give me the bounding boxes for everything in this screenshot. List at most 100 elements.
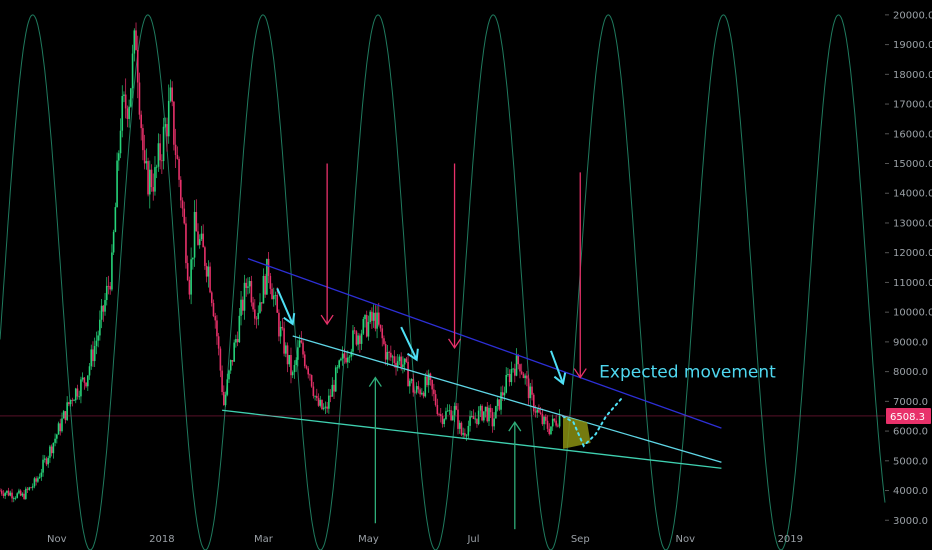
candle-down [532, 394, 535, 412]
candle-up [104, 300, 106, 312]
candle-down [176, 155, 179, 159]
cyan-arrow-shaft [400, 326, 418, 361]
y-tick-label: 12000.0 [893, 248, 932, 259]
candle-up [396, 361, 399, 368]
y-tick-label: 6000.0 [893, 427, 928, 438]
candle-down [455, 406, 458, 410]
candle-down [19, 490, 22, 496]
cyan-arrow-shaft [550, 350, 564, 384]
sine-cycle-line [0, 14, 886, 550]
candle-up [558, 415, 561, 427]
candle-up [42, 459, 44, 473]
candle-up [334, 367, 337, 392]
candle-down [204, 247, 206, 266]
candle-down [317, 398, 320, 406]
candle-down [140, 114, 142, 129]
y-tick-label: 15000.0 [893, 159, 932, 170]
candle-down [359, 335, 361, 344]
candle-down [174, 144, 177, 156]
y-tick-label: 9000.0 [893, 337, 928, 348]
candle-up [88, 366, 91, 376]
candle-down [150, 169, 153, 188]
x-tick-label: Nov [676, 534, 696, 545]
candle-down [210, 292, 213, 303]
candle-down [269, 275, 272, 289]
candle-up [408, 380, 411, 387]
candle-up [360, 333, 363, 344]
red-down-arrow [573, 172, 587, 379]
candle-down [85, 382, 87, 387]
candle-up [97, 335, 99, 341]
candle-down [181, 200, 184, 209]
candle-up [119, 130, 122, 154]
candle-up [248, 280, 251, 287]
candle-up [427, 373, 430, 386]
current-price-badge [886, 407, 931, 424]
candle-down [388, 352, 390, 353]
candle-down [143, 150, 146, 164]
cyan-arrow [276, 287, 296, 326]
candle-down [400, 356, 402, 368]
candle-up [507, 374, 509, 375]
candle-up [259, 302, 261, 313]
candle-up [6, 490, 8, 493]
candle-down [271, 288, 273, 300]
sine-cycle-overlay [0, 14, 886, 550]
candle-up [448, 410, 451, 412]
cyan-arrow-head [553, 372, 567, 386]
candle-down [252, 302, 254, 310]
candle-down [231, 360, 234, 362]
candle-up [43, 458, 46, 460]
y-tick-label: 8000.0 [893, 367, 928, 378]
candle-down [419, 389, 421, 395]
candle-up [130, 88, 132, 107]
x-tick-label: Nov [47, 534, 67, 545]
red-down-arrow [320, 163, 334, 326]
candle-up [357, 335, 359, 345]
candle-up [57, 423, 60, 435]
candle-up [31, 486, 34, 488]
candle-down [414, 392, 416, 394]
current-price-label: 6508.3 [890, 412, 925, 423]
candle-down [355, 331, 358, 345]
candle-up [247, 286, 249, 288]
candle-up [496, 399, 499, 407]
candle-down [393, 356, 396, 363]
candle-up [421, 392, 423, 395]
y-tick-label: 11000.0 [893, 278, 932, 289]
candle-up [477, 410, 480, 425]
candle-up [118, 153, 120, 161]
current-price-line: 6508.3 [0, 407, 931, 424]
candle-down [514, 368, 516, 376]
y-tick-label: 7000.0 [893, 397, 928, 408]
candle-up [198, 239, 201, 245]
candle-up [415, 386, 418, 393]
candle-up [61, 418, 63, 432]
candle-down [2, 493, 5, 496]
candle-down [186, 263, 189, 280]
candle-down [166, 124, 168, 137]
candle-down [83, 377, 86, 383]
candle-up [340, 358, 342, 361]
candle-down [173, 101, 175, 145]
x-axis: Nov 2018 Mar May Jul Sep Nov 2019 [47, 534, 803, 545]
candle-down [383, 338, 385, 345]
annotation-arrows [276, 163, 587, 530]
y-tick-label: 3000.0 [893, 516, 928, 527]
candle-down [384, 344, 387, 360]
y-tick-label: 19000.0 [893, 40, 932, 51]
candle-down [107, 285, 110, 287]
candle-down [371, 311, 373, 321]
candle-up [114, 207, 117, 232]
candle-up [18, 490, 20, 494]
candle-down [491, 412, 494, 427]
candlestick-series [0, 22, 561, 503]
candle-up [536, 409, 538, 413]
candle-up [190, 259, 192, 295]
y-axis: 3000.0 4000.0 5000.0 6000.0 7000.0 8000.0 9000… [885, 10, 932, 527]
candle-up [262, 275, 265, 304]
candle-down [195, 211, 198, 232]
candle-up [341, 353, 344, 359]
cyan-arrow [400, 326, 419, 362]
